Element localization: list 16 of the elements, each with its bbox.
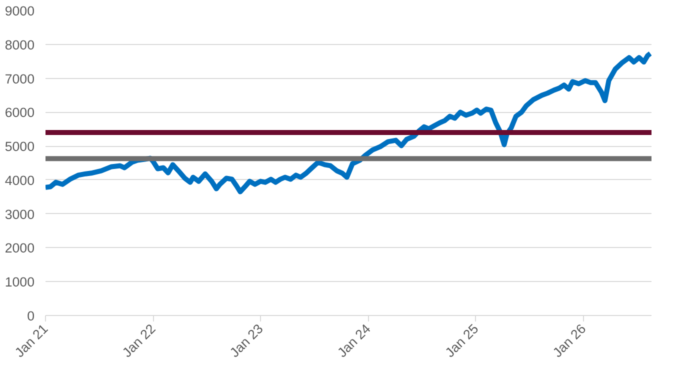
x-tick-label: Jan 21 xyxy=(12,321,51,360)
y-tick-label: 4000 xyxy=(4,172,35,188)
y-tick-label: 9000 xyxy=(4,4,35,18)
y-tick-label: 8000 xyxy=(4,37,35,52)
x-tick-label: Jan 23 xyxy=(226,321,266,360)
y-tick-label: 0 xyxy=(27,308,35,324)
y-tick-label: 3000 xyxy=(4,206,35,222)
x-tick-label: Jan 26 xyxy=(550,321,589,360)
x-tick-label: Jan 24 xyxy=(334,320,374,360)
y-tick-label: 5000 xyxy=(4,139,35,154)
y-tick-label: 2000 xyxy=(4,240,35,256)
y-tick-label: 1000 xyxy=(4,274,35,290)
x-tick-label: Jan 22 xyxy=(119,321,158,360)
x-tick-label: Jan 25 xyxy=(442,321,482,360)
y-tick-label: 7000 xyxy=(4,71,35,86)
y-tick-label: 6000 xyxy=(4,105,35,120)
